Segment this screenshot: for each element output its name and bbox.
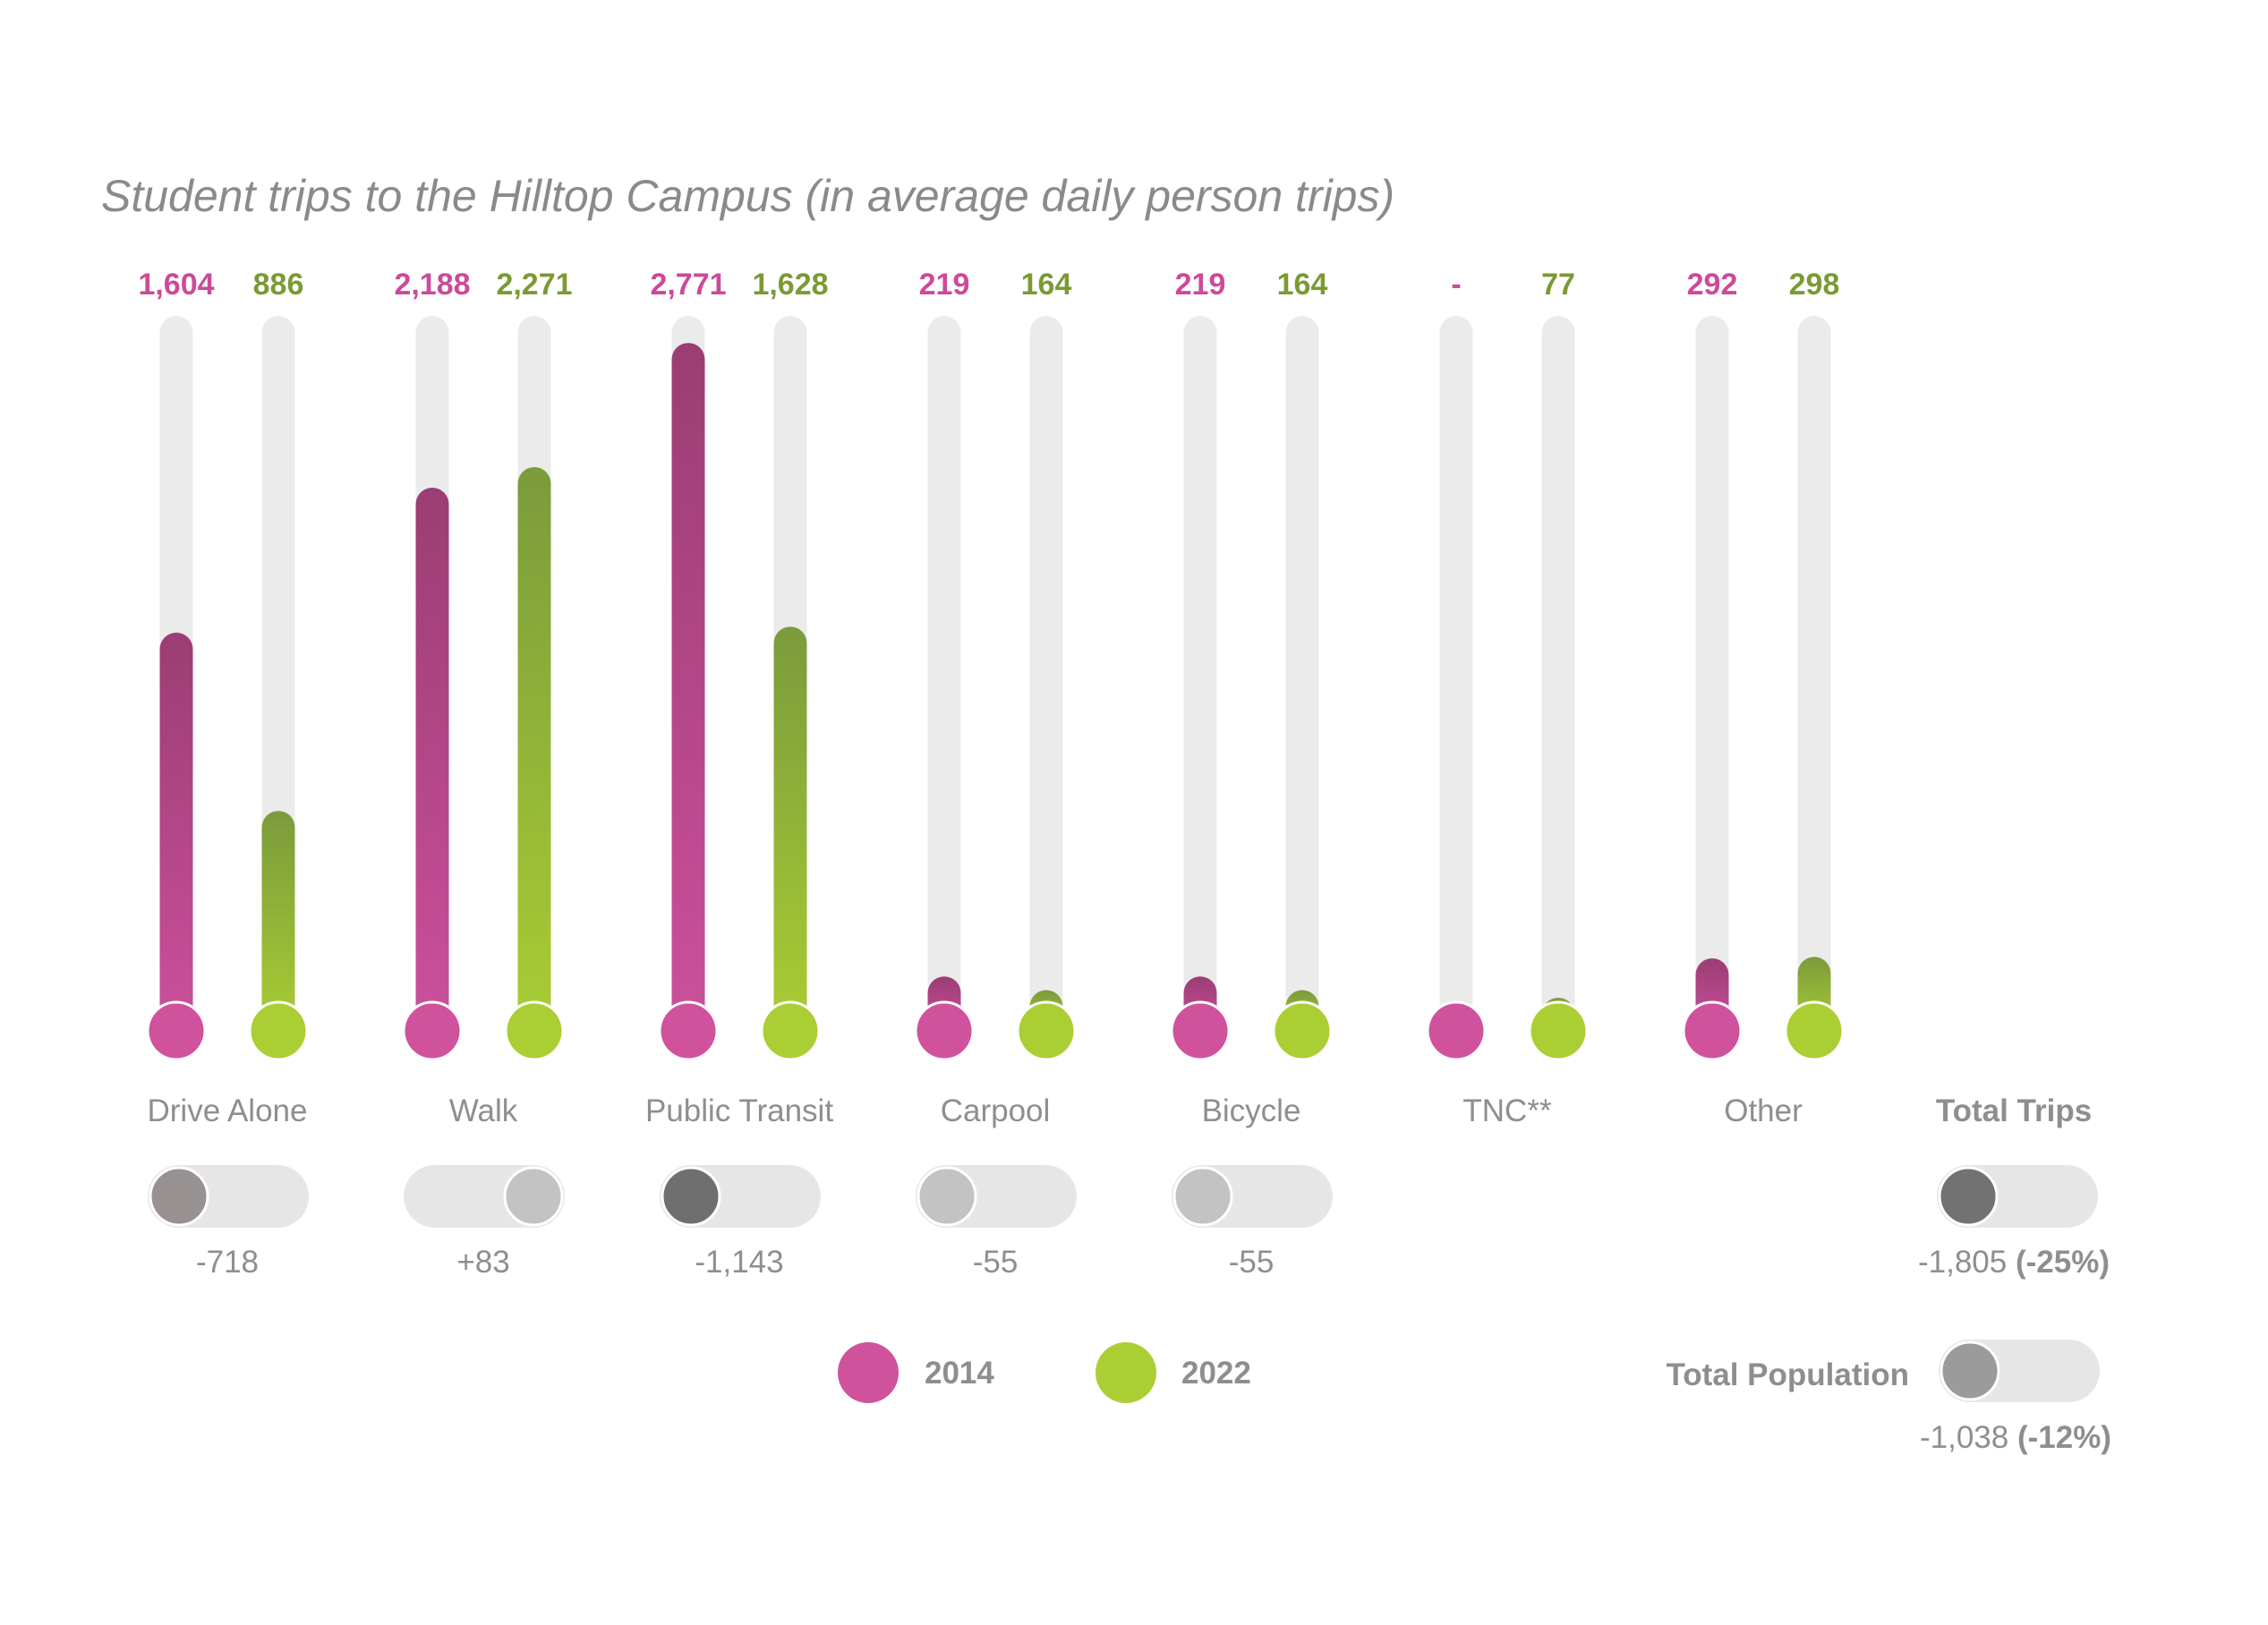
dot-carpool-2022 bbox=[1016, 1000, 1077, 1061]
category-label-bicycle: Bicycle bbox=[1202, 1093, 1301, 1128]
change-toggle-knob-public-transit bbox=[661, 1166, 721, 1227]
track-tnc-2014 bbox=[1439, 316, 1473, 1031]
total-population-change-value: -1,038 bbox=[1920, 1420, 2017, 1455]
total-population-toggle-knob bbox=[1940, 1340, 2000, 1401]
track-tnc-2022 bbox=[1541, 316, 1575, 1031]
total-population-change-percent: (-12%) bbox=[2017, 1420, 2111, 1455]
dot-carpool-2014 bbox=[914, 1000, 975, 1061]
legend-label-2014: 2014 bbox=[925, 1356, 994, 1391]
change-value-carpool: -55 bbox=[973, 1245, 1019, 1280]
legend-swatch-2022 bbox=[1096, 1342, 1156, 1403]
value-label-other-2014: 292 bbox=[1687, 268, 1738, 302]
value-label-bicycle-2014: 219 bbox=[1175, 268, 1226, 302]
legend: 2014 2022 bbox=[838, 1342, 1251, 1403]
change-toggle-knob-drive-alone bbox=[149, 1166, 209, 1227]
track-bicycle-2022 bbox=[1285, 316, 1319, 1031]
change-toggle-knob-bicycle bbox=[1172, 1166, 1233, 1227]
category-label-carpool: Carpool bbox=[941, 1093, 1051, 1128]
dot-tnc-2014 bbox=[1426, 1000, 1487, 1061]
dot-bicycle-2014 bbox=[1170, 1000, 1231, 1061]
toggles-layer: -718 +83 -1,143 -55 -55 bbox=[148, 1165, 1333, 1280]
category-label-public-transit: Public Transit bbox=[645, 1093, 833, 1128]
track-other-2014 bbox=[1695, 316, 1729, 1031]
total-population-title: Total Population bbox=[1666, 1357, 1909, 1392]
value-label-carpool-2014: 219 bbox=[919, 268, 970, 302]
change-value-bicycle: -55 bbox=[1229, 1245, 1275, 1280]
dot-other-2022 bbox=[1784, 1000, 1845, 1061]
total-trips-title: Total Trips bbox=[1936, 1093, 2092, 1128]
bar-public-transit-2022 bbox=[773, 626, 807, 1031]
total-trips-change-value: -1,805 bbox=[1918, 1245, 2016, 1280]
change-toggle-knob-carpool bbox=[917, 1166, 977, 1227]
value-label-carpool-2022: 164 bbox=[1021, 268, 1072, 302]
dot-drive-alone-2014 bbox=[146, 1000, 207, 1061]
value-label-public-transit-2014: 2,771 bbox=[650, 268, 726, 302]
bars-layer bbox=[146, 316, 1845, 1061]
dot-public-transit-2022 bbox=[760, 1000, 821, 1061]
value-label-drive-alone-2022: 886 bbox=[253, 268, 304, 302]
change-value-drive-alone: -718 bbox=[196, 1245, 259, 1280]
chart-title: Student trips to the Hilltop Campus (in … bbox=[101, 171, 1394, 221]
dot-drive-alone-2022 bbox=[248, 1000, 309, 1061]
bar-walk-2014 bbox=[415, 487, 449, 1031]
value-label-walk-2022: 2,271 bbox=[496, 268, 572, 302]
category-label-tnc: TNC** bbox=[1462, 1093, 1552, 1128]
value-label-public-transit-2022: 1,628 bbox=[752, 268, 828, 302]
totals-layer: Total Trips -1,805 (-25%) Total Population… bbox=[1666, 1093, 2111, 1455]
total-trips-change: -1,805 (-25%) bbox=[1918, 1245, 2110, 1280]
value-label-tnc-2014: - bbox=[1451, 268, 1461, 302]
track-other-2022 bbox=[1797, 316, 1831, 1031]
dot-public-transit-2014 bbox=[658, 1000, 719, 1061]
total-trips-toggle-knob bbox=[1938, 1166, 1999, 1227]
track-carpool-2014 bbox=[927, 316, 961, 1031]
bar-public-transit-2014 bbox=[671, 343, 705, 1031]
dot-other-2014 bbox=[1682, 1000, 1743, 1061]
legend-swatch-2014 bbox=[838, 1342, 899, 1403]
value-label-other-2022: 298 bbox=[1789, 268, 1840, 302]
change-toggle-knob-walk bbox=[503, 1166, 564, 1227]
total-trips-change-percent: (-25%) bbox=[2016, 1245, 2110, 1280]
dot-tnc-2022 bbox=[1528, 1000, 1589, 1061]
bar-walk-2022 bbox=[517, 466, 551, 1031]
value-label-tnc-2022: 77 bbox=[1541, 268, 1575, 302]
total-population-change: -1,038 (-12%) bbox=[1920, 1420, 2111, 1455]
value-label-walk-2014: 2,188 bbox=[394, 268, 470, 302]
bar-drive-alone-2022 bbox=[261, 811, 295, 1031]
category-label-drive-alone: Drive Alone bbox=[148, 1093, 308, 1128]
dot-bicycle-2022 bbox=[1272, 1000, 1333, 1061]
change-value-walk: +83 bbox=[456, 1245, 509, 1280]
dot-walk-2014 bbox=[402, 1000, 463, 1061]
dot-walk-2022 bbox=[504, 1000, 565, 1061]
category-label-walk: Walk bbox=[449, 1093, 518, 1128]
track-bicycle-2014 bbox=[1183, 316, 1217, 1031]
value-label-drive-alone-2014: 1,604 bbox=[138, 268, 214, 302]
legend-label-2022: 2022 bbox=[1181, 1356, 1251, 1391]
labels-layer: 1,604 886 Drive Alone 2,188 2,271 Walk 2,771 1,… bbox=[138, 268, 1839, 1128]
change-value-public-transit: -1,143 bbox=[695, 1245, 783, 1280]
value-label-bicycle-2022: 164 bbox=[1277, 268, 1328, 302]
bar-drive-alone-2014 bbox=[159, 633, 193, 1031]
track-carpool-2022 bbox=[1029, 316, 1063, 1031]
category-label-other: Other bbox=[1724, 1093, 1803, 1128]
